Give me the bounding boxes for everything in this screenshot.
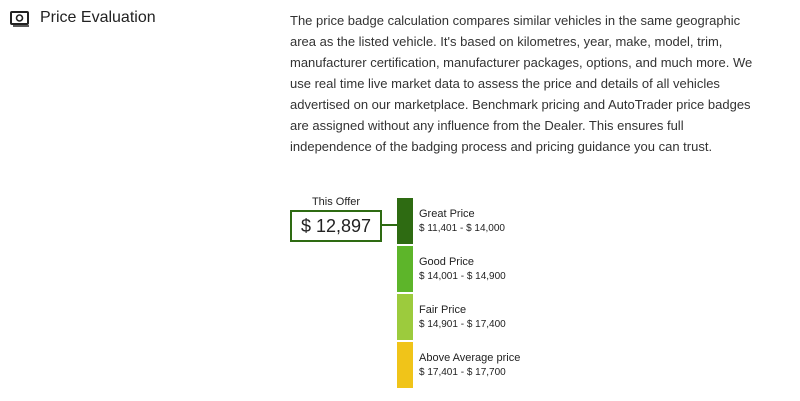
band-name: Great Price bbox=[419, 208, 475, 220]
band-bar bbox=[397, 294, 413, 340]
band-range: $ 11,401 - $ 14,000 bbox=[419, 223, 505, 234]
band-name: Above Average price bbox=[419, 352, 521, 364]
band-bar bbox=[397, 198, 413, 244]
band-label: Above Average price $ 17,401 - $ 17,700 bbox=[419, 352, 520, 378]
band-range: $ 17,401 - $ 17,700 bbox=[419, 367, 506, 378]
description: The price badge calculation compares sim… bbox=[290, 13, 753, 154]
offer-price: $ 12,897 bbox=[290, 210, 382, 242]
band-name: Good Price bbox=[419, 256, 475, 268]
offer-label: This Offer bbox=[311, 196, 361, 208]
band-bar bbox=[397, 246, 413, 292]
section-title: Price Evaluation bbox=[40, 9, 156, 26]
band-label: Great Price $ 11,401 - $ 14,000 bbox=[419, 208, 505, 234]
band-bar bbox=[397, 342, 413, 388]
offer-pointer bbox=[381, 224, 413, 226]
band-label: Good Price $ 14,001 - $ 14,900 bbox=[419, 256, 506, 282]
money-icon bbox=[10, 11, 29, 27]
band-range: $ 14,901 - $ 17,400 bbox=[419, 319, 506, 330]
band-label: Fair Price $ 14,901 - $ 17,400 bbox=[419, 304, 506, 330]
band-range: $ 14,001 - $ 14,900 bbox=[419, 271, 506, 282]
band-name: Fair Price bbox=[419, 304, 467, 316]
